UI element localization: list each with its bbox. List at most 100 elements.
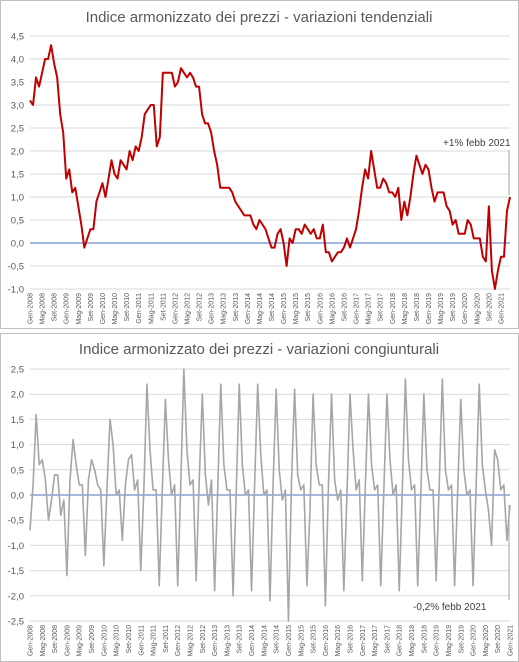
x-tick-label: Set-2013	[237, 625, 244, 654]
y-tick-label: 0,5	[11, 465, 24, 476]
y-tick-label: 0,5	[11, 216, 24, 227]
x-tick-label: Set-2010	[126, 625, 133, 654]
x-tick-label: Gen-2021	[498, 293, 505, 324]
x-tick-label: Gen-2020	[462, 293, 469, 324]
y-tick-label: 1,5	[11, 415, 24, 426]
x-tick-label: Set-2015	[305, 293, 312, 322]
y-tick-label: -2,5	[8, 617, 24, 628]
x-tick-label: Gen-2014	[249, 625, 256, 656]
x-tick-label: Mag-2015	[293, 293, 300, 325]
chart-tendenziali: Indice armonizzato dei prezzi - variazio…	[0, 0, 519, 329]
x-tick-label: Mag-2009	[77, 625, 84, 657]
y-tick-label: -0,5	[8, 262, 24, 273]
x-tick-label: Set-2011	[160, 293, 167, 321]
grid-layer	[30, 35, 510, 290]
x-tick-label: Gen-2019	[426, 293, 433, 324]
x-tick-label: Set-2014	[269, 293, 276, 322]
y-tick-label: -1,0	[8, 541, 24, 552]
x-tick-label: Gen-2018	[397, 625, 404, 656]
x-tick-label: Gen-2008	[28, 625, 35, 656]
x-tick-label: Gen-2008	[28, 293, 35, 324]
x-tick-label: Mag-2008	[40, 293, 47, 325]
x-tick-label: Gen-2019	[434, 625, 441, 656]
x-tick-label: Mag-2018	[409, 625, 416, 657]
x-tick-label: Mag-2013	[224, 625, 231, 657]
x-tick-label: Gen-2010	[101, 625, 108, 656]
x-tick-label: Set-2020	[495, 625, 502, 654]
x-tick-label: Mag-2012	[184, 293, 191, 325]
x-tick-label: Mag-2014	[261, 625, 268, 657]
chart-congiunturali: Indice armonizzato dei prezzi - variazio…	[0, 333, 519, 662]
x-tick-label: Mag-2014	[257, 293, 264, 325]
x-tick-label: Mag-2018	[402, 293, 409, 325]
x-tick-label: Set-2009	[88, 293, 95, 322]
chart-panel-border	[0, 0, 519, 329]
x-tick-label: Gen-2016	[317, 293, 324, 324]
x-tick-label: Gen-2020	[471, 625, 478, 656]
y-tick-label: 0,0	[11, 491, 24, 502]
y-tick-labels: 4,5 4,0 3,5 3,0 2,5 2,0 1,5 1,0 0,5 0,0 -0,5 -1,0	[8, 32, 24, 296]
x-tick-label: Gen-2013	[209, 293, 216, 324]
annotation-label: -0,2% febb 2021	[413, 602, 487, 613]
x-tick-label: Mag-2016	[335, 625, 342, 657]
series-line	[29, 44, 511, 290]
x-tick-label: Mag-2008	[40, 625, 47, 657]
y-tick-labels: 2,5 2,0 1,5 1,0 0,5 0,0 -0,5 -1,0 -1,5 -2,0 -2,5	[8, 365, 24, 628]
series-layer	[29, 368, 511, 622]
x-tick-label: Mag-2012	[188, 625, 195, 657]
x-tick-label: Mag-2017	[372, 625, 379, 657]
x-tick-label: Gen-2011	[136, 293, 143, 324]
y-tick-label: -2,0	[8, 591, 24, 602]
x-tick-label: Set-2008	[52, 293, 59, 322]
chart-title: Indice armonizzato dei prezzi - variazio…	[79, 341, 439, 358]
x-tick-label: Mag-2019	[438, 293, 445, 325]
y-tick-label: 0,0	[11, 239, 24, 250]
x-tick-label: Gen-2010	[100, 293, 107, 324]
x-tick-label: Mag-2017	[366, 293, 373, 325]
x-tick-label: Mag-2009	[76, 293, 83, 325]
x-tick-label: Mag-2013	[221, 293, 228, 325]
x-tick-label: Gen-2018	[390, 293, 397, 324]
x-tick-label: Mag-2010	[114, 625, 121, 657]
x-tick-label: Gen-2009	[64, 625, 71, 656]
x-tick-labels: Gen-2008 Mag-2008 Set-2008 Gen-2009 Mag-2009…	[28, 293, 506, 325]
x-tick-label: Gen-2021	[508, 625, 515, 656]
x-tick-label: Set-2013	[233, 293, 240, 322]
x-tick-label: Set-2008	[52, 625, 59, 654]
x-tick-label: Set-2018	[414, 293, 421, 322]
x-tick-label: Gen-2015	[286, 625, 293, 656]
x-tick-label: Set-2020	[486, 293, 493, 322]
x-tick-label: Gen-2012	[175, 625, 182, 656]
x-tick-label: Set-2016	[348, 625, 355, 654]
x-tick-label: Set-2010	[124, 293, 131, 322]
y-tick-label: 2,5	[11, 365, 24, 376]
x-tick-label: Set-2017	[378, 293, 385, 322]
x-tick-label: Gen-2011	[138, 625, 145, 656]
y-tick-label: 2,5	[11, 124, 24, 135]
x-tick-label: Set-2019	[450, 293, 457, 322]
y-tick-label: 3,5	[11, 78, 24, 89]
x-tick-label: Mag-2020	[483, 625, 490, 657]
x-tick-label: Mag-2020	[474, 293, 481, 325]
x-tick-label: Gen-2009	[64, 293, 71, 324]
x-tick-label: Set-2016	[341, 293, 348, 322]
y-tick-label: 2,0	[11, 147, 24, 158]
x-tick-label: Set-2015	[311, 625, 318, 654]
x-tick-label: Gen-2017	[354, 293, 361, 324]
x-tick-label: Set-2012	[200, 625, 207, 654]
x-tick-label: Set-2011	[163, 625, 170, 653]
x-tick-label: Set-2014	[274, 625, 281, 654]
x-tick-label: Gen-2013	[212, 625, 219, 656]
series-line	[29, 368, 511, 622]
x-tick-label: Mag-2015	[298, 625, 305, 657]
series-layer	[29, 44, 511, 290]
x-tick-label: Gen-2014	[245, 293, 252, 324]
y-tick-label: 4,5	[11, 32, 24, 43]
x-tick-label: Mag-2010	[112, 293, 119, 325]
y-tick-label: 3,0	[11, 101, 24, 112]
annotation-label: +1% febb 2021	[443, 138, 511, 149]
x-tick-label: Mag-2011	[151, 625, 158, 656]
x-tick-label: Set-2018	[421, 625, 428, 654]
x-tick-label: Mag-2011	[148, 293, 155, 324]
